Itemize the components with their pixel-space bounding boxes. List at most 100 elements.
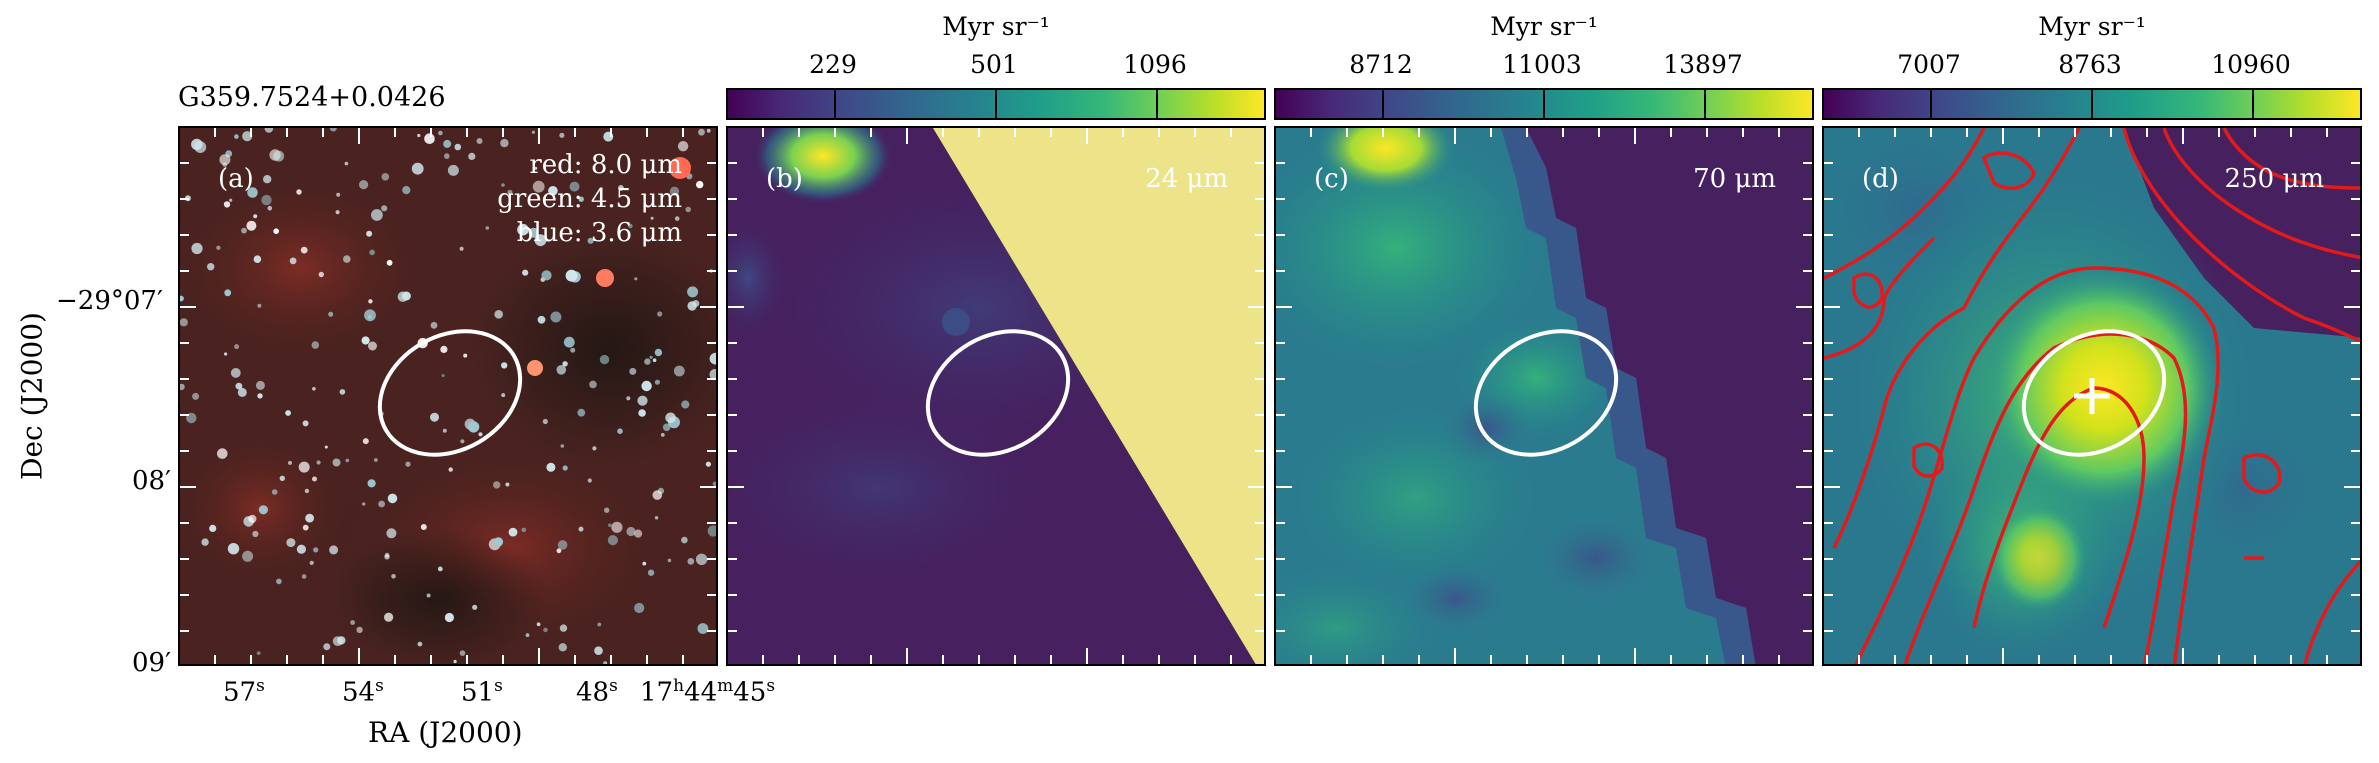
axis-tick — [1255, 342, 1264, 344]
axis-tick — [1824, 414, 1833, 416]
star — [617, 428, 623, 435]
axis-tick — [728, 486, 744, 488]
star — [528, 227, 539, 238]
axis-tick — [1803, 522, 1812, 524]
star — [242, 550, 254, 562]
axis-tick — [1255, 378, 1264, 380]
axis-tick — [1454, 648, 1456, 664]
axis-tick — [728, 450, 737, 452]
star — [364, 309, 376, 322]
star — [681, 536, 688, 544]
star — [587, 237, 594, 244]
axis-tick — [214, 655, 216, 664]
axis-tick — [728, 414, 737, 416]
no-data-mask — [933, 128, 1264, 664]
axis-tick — [180, 630, 189, 632]
star — [501, 362, 508, 369]
star — [644, 358, 651, 365]
low-emission-region — [1526, 128, 1812, 664]
star — [494, 310, 504, 319]
star — [381, 205, 388, 212]
star — [550, 311, 562, 323]
axis-tick — [1824, 198, 1833, 200]
star — [430, 412, 439, 422]
panel-b-image — [728, 128, 1264, 664]
star — [587, 478, 592, 483]
axis-tick — [1670, 655, 1672, 664]
colorbar-c-tick: 11003 — [1502, 50, 1582, 79]
axis-tick — [1824, 270, 1833, 272]
star — [411, 162, 424, 175]
star — [454, 143, 462, 151]
axis-tick — [728, 306, 744, 308]
star — [501, 393, 506, 398]
axis-tick — [1490, 128, 1492, 137]
axis-tick — [978, 128, 980, 137]
star — [332, 636, 343, 646]
axis-tick — [1276, 342, 1285, 344]
axis-tick — [1346, 655, 1348, 664]
axis-tick — [1122, 655, 1124, 664]
axis-tick — [1255, 414, 1264, 416]
star — [629, 367, 637, 375]
colorbar-c-unit: Myr sr⁻¹ — [1490, 12, 1598, 41]
axis-tick — [1562, 655, 1564, 664]
star — [557, 540, 568, 550]
star — [563, 336, 575, 348]
star — [237, 387, 247, 397]
star — [500, 138, 509, 148]
star — [677, 141, 689, 152]
axis-tick — [682, 128, 684, 137]
star — [556, 548, 562, 554]
star — [522, 269, 529, 276]
star — [707, 525, 716, 537]
axis-tick — [358, 128, 360, 144]
contour — [1832, 128, 2081, 549]
axis-tick — [707, 270, 716, 272]
axis-tick — [2344, 306, 2360, 308]
axis-tick — [1255, 558, 1264, 560]
star — [532, 180, 545, 193]
axis-tick — [728, 270, 737, 272]
star — [687, 301, 697, 311]
axis-tick — [2002, 128, 2004, 144]
panel-b-letter: (b) — [766, 164, 803, 194]
axis-tick — [286, 655, 288, 664]
axis-tick — [707, 198, 716, 200]
axis-tick — [2351, 558, 2360, 560]
star — [441, 374, 445, 378]
ra-tick-label: 17h44m45s — [640, 676, 776, 708]
axis-tick — [1562, 128, 1564, 137]
panel-c-image — [1276, 128, 1812, 664]
star — [256, 651, 261, 655]
ra-tick-label: 51s — [461, 676, 503, 708]
star — [301, 574, 307, 579]
star — [440, 345, 448, 353]
star — [709, 369, 716, 380]
star — [209, 524, 217, 532]
star — [324, 445, 328, 449]
star — [476, 138, 483, 144]
axis-tick — [2351, 234, 2360, 236]
star — [288, 460, 292, 465]
star — [634, 602, 645, 614]
star — [343, 255, 351, 263]
axis-tick — [466, 128, 468, 137]
star — [371, 209, 383, 221]
star — [430, 321, 438, 329]
ra-tick-label: 54s — [342, 676, 384, 708]
star — [252, 530, 259, 538]
axis-tick — [1894, 128, 1896, 137]
axis-tick — [1824, 594, 1833, 596]
star — [387, 493, 398, 504]
legend-blue: blue: 3.6 μm — [516, 218, 682, 248]
axis-tick — [1276, 270, 1285, 272]
star — [318, 271, 324, 278]
star — [687, 558, 695, 565]
star — [641, 380, 652, 392]
axis-tick — [1194, 128, 1196, 137]
axis-tick — [1803, 342, 1812, 344]
star — [192, 392, 200, 400]
axis-tick — [1255, 522, 1264, 524]
star — [634, 529, 643, 538]
